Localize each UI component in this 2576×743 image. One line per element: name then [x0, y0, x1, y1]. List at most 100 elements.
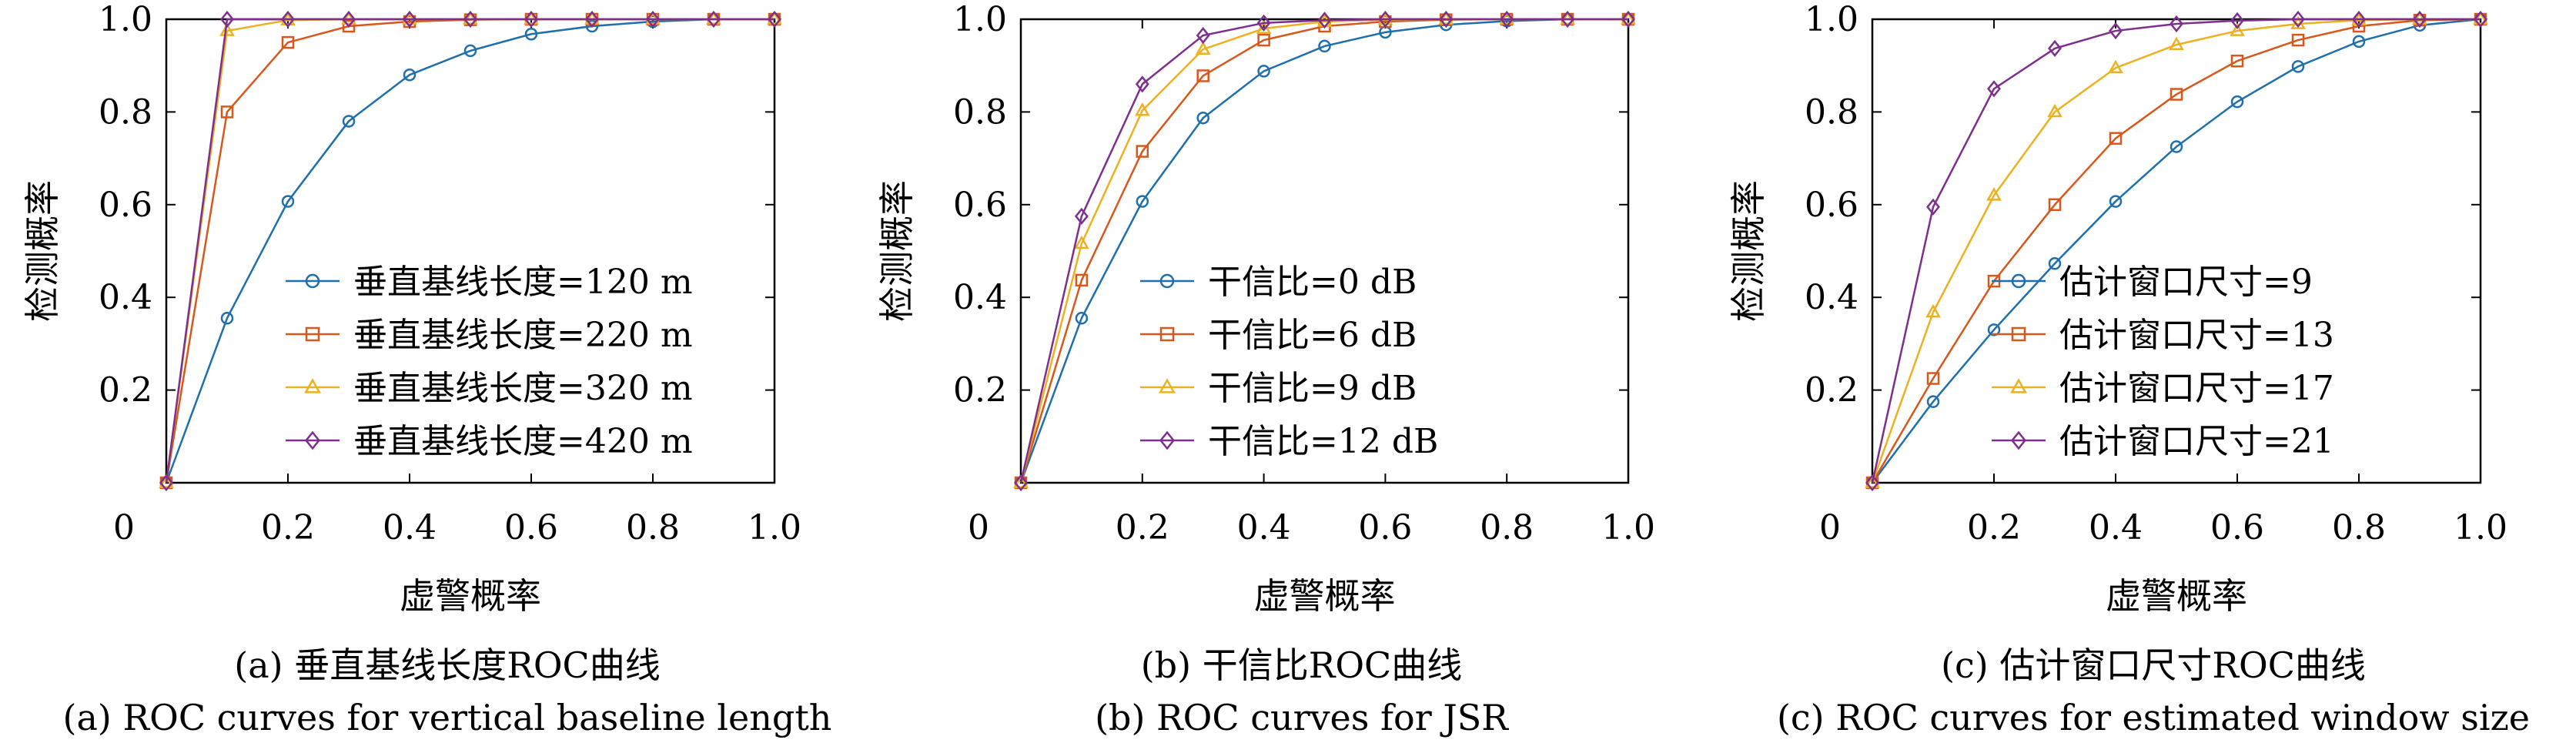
x-tick-label: 0.8: [2332, 508, 2386, 547]
data-point: [1987, 323, 2001, 336]
series-line: [1019, 18, 1628, 484]
data-point: [1561, 10, 1575, 28]
data-point: [281, 35, 295, 49]
chart-panel-2: 0 0.2 0.4 0.6 0.8 1.0 0.2 0.4 0.6 0.8 1.0 虚警概率 检测概率 (…: [876, 0, 1655, 738]
caption-chinese: (b) 干信比ROC曲线: [1141, 644, 1463, 686]
data-point: [1013, 474, 1029, 488]
data-point: [159, 474, 173, 492]
data-point: [1500, 10, 1514, 28]
data-point: [1318, 39, 1331, 53]
data-point: [524, 28, 538, 41]
data-point: [1986, 187, 2002, 201]
data-point: [524, 10, 538, 28]
x-tick-label: 0.4: [2089, 508, 2143, 547]
data-point: [585, 19, 599, 33]
data-point: [768, 10, 781, 28]
legend: 干信比=0 dB 干信比=6 dB 干信比=9 dB 干信比=12 dB: [1140, 263, 1438, 461]
y-tick-label: 0.4: [1805, 278, 1858, 317]
data-point: [1134, 102, 1150, 116]
y-axis-label: 检测概率: [876, 180, 918, 322]
series-3: [1013, 11, 1636, 488]
data-point: [220, 105, 234, 119]
data-point: [1926, 372, 1940, 385]
data-point: [1196, 69, 1209, 82]
x-tick-label: 1.0: [748, 508, 801, 547]
legend-marker: [1159, 273, 1175, 289]
legend-label: 干信比=9 dB: [1208, 369, 1417, 408]
data-point: [1439, 10, 1454, 28]
y-tick-label: 0.4: [99, 278, 152, 317]
series-4: [1014, 10, 1635, 492]
legend-label: 垂直基线长度=220 m: [353, 316, 693, 355]
series-3: [159, 11, 782, 488]
y-tick-label: 0.8: [1805, 92, 1858, 132]
data-point: [2047, 103, 2062, 118]
y-tick-label: 1.0: [953, 0, 1007, 39]
data-point: [220, 10, 234, 28]
data-point: [281, 195, 295, 208]
data-point: [1256, 14, 1271, 32]
x-tick-label: 0: [968, 508, 989, 547]
data-point: [403, 68, 417, 82]
legend-label: 垂直基线长度=120 m: [353, 263, 693, 302]
x-tick-label: 0.6: [2210, 508, 2264, 547]
data-point: [2291, 33, 2305, 47]
legend-label: 干信比=0 dB: [1208, 263, 1417, 302]
x-axis-label: 虚警概率: [1254, 575, 1396, 617]
data-point: [1925, 303, 1941, 318]
series-line: [1871, 18, 2481, 484]
legend-label: 干信比=12 dB: [1208, 422, 1438, 461]
x-tick-label: 0.8: [1480, 508, 1534, 547]
caption-english: (a) ROC curves for vertical baseline len…: [63, 697, 832, 738]
y-tick-label: 0.6: [99, 186, 152, 225]
plot-frame: [1019, 18, 1630, 484]
y-tick-label: 0.2: [953, 371, 1007, 410]
legend-label: 垂直基线长度=420 m: [353, 422, 693, 461]
data-point: [1926, 395, 1940, 408]
series-3: [1865, 11, 2488, 488]
data-point: [219, 22, 235, 36]
data-point: [1074, 235, 1089, 249]
legend-label: 估计窗口尺寸=9: [2059, 263, 2313, 302]
data-point: [1196, 111, 1209, 125]
legend-marker: [1159, 430, 1176, 450]
data-point: [2170, 15, 2183, 33]
legend-marker: [2010, 430, 2027, 450]
data-point: [2352, 10, 2366, 28]
y-tick-label: 0.8: [99, 92, 152, 132]
data-point: [2352, 35, 2366, 49]
data-point: [585, 10, 599, 28]
legend-label: 估计窗口尺寸=21: [2059, 422, 2334, 461]
data-point: [2474, 10, 2487, 28]
series-2: [1865, 12, 2487, 490]
data-point: [2413, 10, 2427, 28]
x-tick-label: 0.2: [1116, 508, 1169, 547]
legend-marker: [2011, 326, 2026, 342]
legend-label: 垂直基线长度=320 m: [353, 369, 693, 408]
x-axis-label: 虚警概率: [400, 575, 541, 617]
series-1: [1865, 12, 2487, 490]
series-line: [1019, 18, 1628, 484]
data-point: [1136, 145, 1149, 158]
data-point: [463, 44, 477, 58]
legend-label: 估计窗口尺寸=17: [2059, 369, 2334, 408]
legend-marker: [1159, 378, 1176, 393]
data-point: [1926, 198, 1940, 216]
series-line: [165, 18, 774, 484]
chart-panel-1: 0 0.2 0.4 0.6 0.8 1.0 0.2 0.4 0.6 0.8 1.0 虚警概率 检测概率 (…: [22, 0, 831, 738]
y-tick-label: 0.8: [953, 92, 1007, 132]
x-axis-label: 虚警概率: [2106, 575, 2247, 617]
x-tick-label: 0.4: [383, 508, 437, 547]
series-line: [1871, 18, 2481, 484]
data-point: [220, 312, 234, 325]
y-tick-label: 1.0: [1805, 0, 1858, 39]
x-tick-label: 1.0: [2454, 508, 2507, 547]
series-1: [1014, 12, 1635, 490]
data-point: [1195, 41, 1211, 55]
data-point: [2230, 22, 2245, 36]
x-tick-label: 0.8: [626, 508, 680, 547]
legend-label: 干信比=6 dB: [1208, 316, 1417, 355]
data-point: [1621, 10, 1635, 28]
series-line: [1871, 18, 2481, 484]
y-tick-label: 1.0: [99, 0, 152, 39]
